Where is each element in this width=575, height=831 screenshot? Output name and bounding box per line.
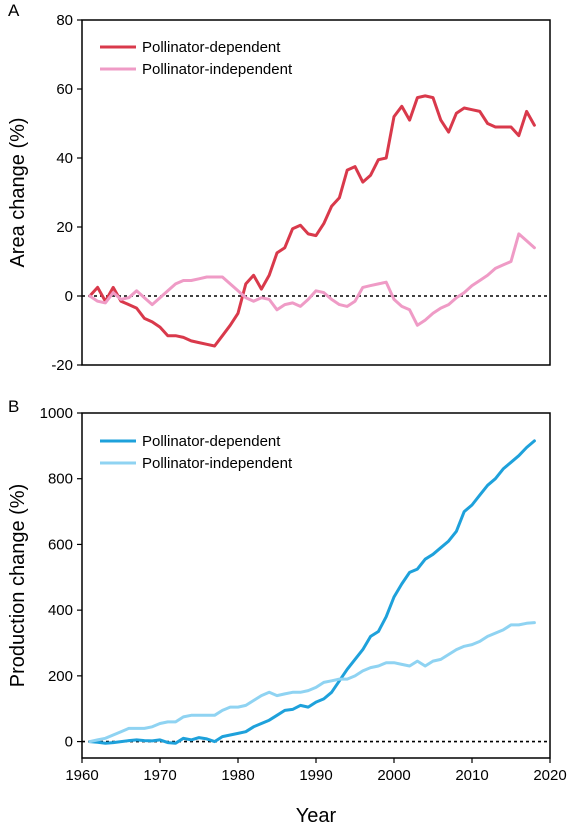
legend-a: Pollinator-dependent Pollinator-independ… xyxy=(100,39,293,78)
series-line-a-independent xyxy=(88,232,536,327)
y-tick-label-a: 60 xyxy=(56,81,73,98)
panel-b: B 0 200 400 600 800 1000 1960 1970 1980 1990 2000 2… xyxy=(7,397,567,827)
y-tick-label-a: -20 xyxy=(51,357,73,374)
y-tick-label-a: 80 xyxy=(56,12,73,29)
legend-label-a-dependent: Pollinator-dependent xyxy=(142,39,281,56)
legend-label-b-dependent: Pollinator-dependent xyxy=(142,433,281,450)
series-group-b xyxy=(88,439,536,745)
axis-ticks-b: 0 200 400 600 800 1000 1960 1970 1980 1990 2000 201… xyxy=(40,405,567,784)
y-tick-label-a: 0 xyxy=(65,288,73,305)
plot-frame-a xyxy=(81,19,551,366)
series-line-b-independent xyxy=(88,621,536,744)
y-tick-label-b: 800 xyxy=(48,471,73,488)
x-tick-label: 2010 xyxy=(455,767,488,784)
panel-letter-a: A xyxy=(8,1,20,20)
y-tick-label-b: 1000 xyxy=(40,405,73,422)
series-line-b-dependent xyxy=(88,439,536,745)
legend-label-a-independent: Pollinator-independent xyxy=(142,61,293,78)
panel-letter-b: B xyxy=(8,397,19,416)
y-tick-label-a: 40 xyxy=(56,150,73,167)
legend-label-b-independent: Pollinator-independent xyxy=(142,455,293,472)
x-tick-label: 2020 xyxy=(533,767,566,784)
y-axis-title-b: Production change (%) xyxy=(7,484,29,687)
x-tick-label: 1960 xyxy=(65,767,98,784)
series-group-a xyxy=(88,94,536,348)
x-tick-label: 1990 xyxy=(299,767,332,784)
y-tick-label-b: 600 xyxy=(48,536,73,553)
x-tick-label: 1980 xyxy=(221,767,254,784)
series-line-a-dependent xyxy=(88,94,536,348)
y-tick-label-b: 0 xyxy=(65,734,73,751)
x-tick-label: 2000 xyxy=(377,767,410,784)
y-tick-label-b: 400 xyxy=(48,602,73,619)
legend-b: Pollinator-dependent Pollinator-independ… xyxy=(100,433,293,472)
y-axis-title-a: Area change (%) xyxy=(7,117,29,267)
y-tick-label-b: 200 xyxy=(48,668,73,685)
x-axis-title: Year xyxy=(296,805,337,827)
y-tick-label-a: 20 xyxy=(56,219,73,236)
panel-a: A -20 0 20 40 60 80 Area change (%) Pollinato… xyxy=(7,1,551,374)
x-tick-label: 1970 xyxy=(143,767,176,784)
axis-ticks-a: -20 0 20 40 60 80 xyxy=(51,12,82,374)
